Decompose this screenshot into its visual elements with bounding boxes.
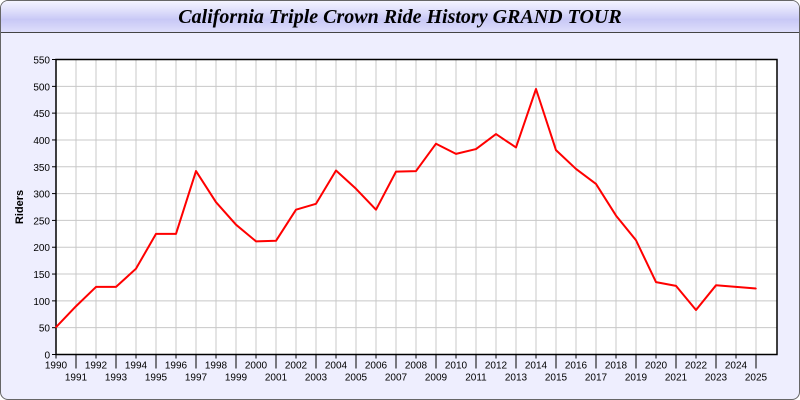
data-point	[55, 326, 57, 328]
data-point	[235, 223, 237, 226]
y-tick-label: 0	[44, 351, 50, 362]
y-tick-label: 550	[33, 56, 50, 67]
data-point	[555, 149, 557, 151]
data-point	[615, 214, 617, 217]
data-point	[395, 170, 397, 173]
data-point	[335, 169, 337, 172]
x-tick-label: 1999	[225, 373, 248, 384]
data-point	[155, 233, 157, 235]
x-tick-label: 2002	[285, 361, 308, 372]
data-point	[635, 239, 637, 242]
x-tick-label: 1995	[145, 373, 168, 384]
data-point	[755, 287, 757, 290]
data-point	[575, 168, 577, 170]
data-point	[595, 183, 597, 185]
x-tick-label: 2008	[405, 361, 428, 372]
x-tick-label: 2022	[685, 361, 708, 372]
data-point	[255, 240, 257, 243]
x-tick-label: 2011	[465, 373, 487, 384]
x-tick-label: 2001	[265, 373, 288, 384]
x-tick-label: 1991	[65, 373, 88, 384]
data-point	[135, 267, 137, 270]
data-point	[295, 208, 297, 211]
y-tick-label: 450	[33, 109, 50, 120]
x-tick-label: 2009	[425, 373, 448, 384]
data-point	[515, 146, 517, 149]
x-tick-label: 2014	[525, 361, 548, 372]
data-point	[735, 286, 737, 288]
data-point	[475, 148, 477, 150]
data-point	[195, 170, 197, 172]
data-point	[315, 202, 317, 205]
x-tick-label: 2017	[585, 373, 608, 384]
x-tick-label: 1994	[125, 361, 148, 372]
y-tick-label: 300	[33, 190, 50, 201]
x-tick-label: 1992	[85, 361, 108, 372]
data-point	[455, 153, 457, 155]
x-tick-label: 2007	[385, 373, 408, 384]
x-tick-label: 2010	[445, 361, 468, 372]
x-tick-label: 2000	[245, 361, 268, 372]
x-tick-label: 2006	[365, 361, 388, 372]
y-tick-label: 100	[33, 297, 50, 308]
x-tick-label: 2016	[565, 361, 588, 372]
data-point	[435, 142, 437, 145]
x-tick-label: 2020	[645, 361, 668, 372]
x-tick-label: 1990	[45, 361, 68, 372]
data-point	[495, 133, 497, 135]
data-point	[355, 187, 357, 190]
y-tick-label: 150	[33, 270, 50, 281]
y-tick-label: 400	[33, 136, 50, 147]
data-point	[375, 208, 377, 211]
y-tick-label: 200	[33, 243, 50, 254]
y-tick-label: 50	[39, 324, 51, 335]
x-tick-label: 2004	[325, 361, 348, 372]
data-point	[175, 233, 177, 235]
data-point	[215, 201, 217, 203]
y-axis-label: Riders	[14, 190, 26, 224]
x-tick-label: 2024	[725, 361, 748, 372]
data-point	[415, 170, 417, 172]
data-point	[695, 309, 697, 311]
x-tick-label: 1993	[105, 373, 128, 384]
data-point	[95, 286, 97, 288]
x-tick-label: 2018	[605, 361, 628, 372]
x-tick-label: 2023	[705, 373, 728, 384]
y-tick-label: 250	[33, 216, 50, 227]
x-tick-label: 2013	[505, 373, 528, 384]
y-tick-label: 350	[33, 163, 50, 174]
x-tick-label: 2003	[305, 373, 328, 384]
chart-title: California Triple Crown Ride History GRA…	[1, 1, 799, 33]
x-tick-label: 2025	[745, 373, 768, 384]
data-point	[115, 286, 117, 288]
x-tick-label: 2019	[625, 373, 648, 384]
x-tick-label: 1997	[185, 373, 208, 384]
x-tick-label: 2012	[485, 361, 508, 372]
data-point	[675, 285, 677, 287]
x-tick-label: 1996	[165, 361, 188, 372]
data-point	[535, 88, 537, 90]
x-tick-label: 2015	[545, 373, 568, 384]
plot-border	[55, 58, 778, 356]
series-line	[55, 88, 757, 328]
data-point	[655, 281, 657, 283]
data-point	[75, 305, 77, 308]
x-tick-label: 2021	[665, 373, 688, 384]
data-point	[275, 239, 277, 242]
x-tick-label: 2005	[345, 373, 368, 384]
y-tick-label: 500	[33, 82, 50, 93]
x-tick-label: 1998	[205, 361, 228, 372]
data-point	[715, 284, 717, 287]
